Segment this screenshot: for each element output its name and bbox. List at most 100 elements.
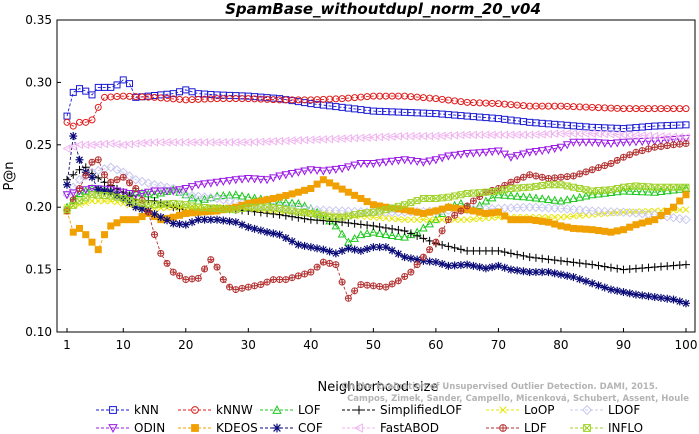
data-point-odin [662, 136, 672, 145]
data-point-ldf [469, 197, 477, 205]
data-point-cof [138, 205, 147, 214]
data-point-loop [407, 216, 415, 224]
data-point-lof [337, 229, 347, 238]
data-point-simplifiedlof [500, 248, 509, 257]
data-point-simplifiedlof [556, 256, 565, 265]
markers-layer [62, 76, 691, 308]
y-tick-label: 0.20 [25, 200, 52, 214]
data-point-odin [581, 138, 591, 147]
data-point-cof [394, 249, 403, 258]
data-point-cof [469, 261, 478, 270]
data-point-cof [169, 219, 178, 228]
data-point-ldof [556, 203, 566, 214]
data-point-cof [250, 224, 259, 233]
data-point-ldof [112, 165, 122, 175]
data-point-odin [525, 148, 535, 157]
data-point-loop [551, 213, 559, 221]
data-point-lof [394, 231, 403, 240]
data-point-loop [595, 210, 602, 218]
data-point-kdeos [651, 216, 659, 224]
data-point-loop [676, 206, 684, 214]
series-odin [66, 138, 687, 196]
data-point-kdeos [444, 203, 452, 211]
x-tick-label: 1 [63, 338, 71, 352]
data-point-odin [412, 157, 422, 166]
series-cof [66, 135, 687, 304]
data-point-odin [556, 143, 566, 152]
data-point-inflo [63, 206, 71, 214]
data-point-ldf [401, 272, 409, 280]
data-point-cof [306, 243, 315, 252]
data-point-kdeos [532, 217, 540, 225]
data-point-cof [375, 243, 384, 252]
data-point-odin [312, 166, 322, 175]
data-point-odin [275, 172, 284, 181]
data-point-inflo [682, 183, 690, 191]
legend-item-ldf: LDF [486, 421, 547, 434]
data-point-loop [563, 213, 571, 221]
data-point-cof [500, 263, 509, 272]
data-point-ldf [432, 238, 440, 246]
data-point-kdeos [476, 208, 484, 216]
data-point-ldof [318, 205, 329, 215]
data-point-knn [88, 91, 96, 99]
data-point-ldf [613, 156, 621, 164]
data-point-kdeos [482, 209, 490, 217]
data-point-ldf [519, 173, 527, 181]
y-axis-label: P@n [2, 161, 17, 190]
data-point-ldof [143, 178, 153, 188]
data-point-kdeos [326, 179, 334, 187]
data-point-ldof [562, 204, 572, 214]
data-point-ldf [551, 174, 559, 182]
data-point-odin [606, 140, 616, 149]
data-point-cof [638, 291, 647, 300]
data-point-cof [669, 295, 678, 304]
data-point-simplifiedlof [519, 251, 528, 260]
data-point-lof [544, 194, 553, 203]
data-point-ldf [313, 263, 321, 271]
data-point-cof [219, 216, 228, 225]
data-point-ldof [181, 190, 191, 200]
data-point-odin [175, 186, 184, 195]
data-point-ldf [213, 263, 221, 271]
data-point-ldf [301, 270, 309, 278]
series-markers-knn [63, 76, 690, 133]
data-point-cof [675, 297, 684, 306]
data-point-fastabod [62, 144, 71, 153]
data-point-knn [119, 76, 127, 84]
data-point-kdeos [126, 216, 134, 224]
data-point-knnw [94, 103, 102, 111]
x-tick-label: 20 [178, 338, 193, 352]
data-point-kdeos [632, 221, 640, 229]
data-point-odin [306, 166, 316, 175]
data-point-ldf [294, 272, 302, 280]
data-point-simplifiedlof [531, 253, 540, 262]
data-point-ldf [557, 173, 565, 181]
data-point-ldf [626, 151, 634, 159]
data-point-odin [356, 160, 366, 169]
x-tick-label: 80 [553, 338, 568, 352]
data-point-loop [476, 215, 484, 223]
data-point-lof [225, 190, 234, 199]
data-point-simplifiedlof [613, 264, 622, 273]
data-point-cof [488, 263, 497, 272]
data-point-kdeos [682, 191, 690, 199]
data-point-lof [206, 193, 216, 202]
data-point-knn [82, 87, 90, 95]
data-point-simplifiedlof [538, 254, 547, 263]
data-point-odin [200, 180, 209, 189]
data-point-lof [550, 195, 560, 204]
data-point-loop [576, 212, 584, 220]
data-point-loop [395, 215, 402, 223]
data-point-inflo [69, 201, 77, 209]
data-point-ldf [476, 193, 484, 201]
data-point-odin [187, 183, 197, 192]
data-point-ldof [156, 181, 166, 191]
data-point-knnw [682, 105, 690, 113]
data-point-cof [438, 259, 447, 268]
data-point-cof [269, 229, 278, 238]
data-point-lof [631, 186, 641, 195]
data-point-odin [168, 187, 178, 196]
data-point-ldf [369, 282, 377, 290]
data-point-odin [531, 147, 541, 157]
